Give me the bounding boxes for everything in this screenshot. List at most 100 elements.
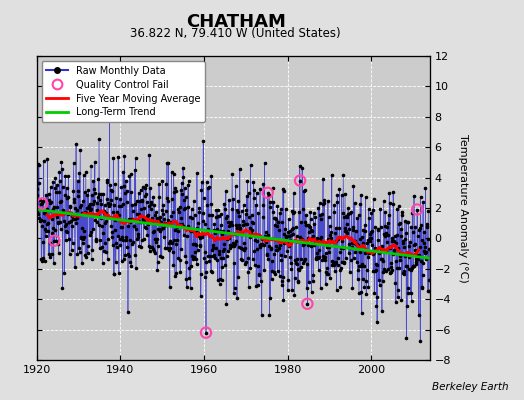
Point [347,244,355,251]
Point [184,182,192,188]
Point [380,266,389,272]
Point [139,183,147,190]
Point [368,228,376,234]
Point [147,215,156,222]
Point [330,202,339,208]
Point [189,240,197,247]
Point [372,267,380,274]
Point [309,233,317,239]
Point [399,240,407,247]
Point [81,252,89,258]
Point [294,265,302,272]
Point [381,223,390,229]
Point [287,260,295,267]
Point [388,238,396,244]
Point [180,196,188,203]
Point [242,259,250,265]
Point [145,242,153,249]
Point [59,183,67,190]
Point [78,224,86,231]
Point [173,222,181,229]
Point [299,260,308,266]
Point [112,259,120,266]
Point [200,231,208,237]
Point [345,241,353,247]
Point [366,238,374,244]
Point [253,189,261,196]
Point [289,210,298,216]
Text: CHATHAM: CHATHAM [186,13,286,31]
Point [275,272,283,279]
Point [238,256,246,263]
Point [203,185,212,191]
Point [181,252,189,259]
Point [154,243,162,249]
Point [234,274,242,280]
Point [265,242,273,249]
Point [103,177,111,183]
Point [296,234,304,240]
Point [236,224,245,231]
Point [144,212,152,218]
Point [63,194,72,200]
Point [255,271,263,278]
Point [325,249,333,255]
Point [368,250,377,257]
Point [406,290,414,296]
Point [355,236,364,242]
Point [188,206,196,212]
Point [265,192,273,198]
Point [359,240,368,246]
Point [366,231,375,238]
Point [110,271,118,277]
Point [260,160,269,167]
Point [341,191,349,198]
Point [270,251,278,257]
Point [279,188,288,194]
Point [86,207,94,213]
Point [222,253,231,259]
Point [104,256,112,262]
Point [61,228,70,234]
Point [230,242,238,249]
Point [135,190,143,196]
Point [95,237,104,243]
Point [228,170,236,177]
Point [396,256,405,263]
Point [304,278,313,285]
Point [108,234,116,240]
Point [235,222,243,228]
Point [136,198,144,204]
Point [143,198,151,205]
Point [52,189,60,195]
Point [104,236,112,242]
Point [138,196,146,203]
Point [385,244,393,251]
Point [421,185,430,192]
Point [334,234,343,240]
Point [56,199,64,205]
Point [148,246,157,252]
Point [268,258,276,264]
Point [249,220,257,226]
Point [74,245,83,251]
Point [190,198,198,205]
Point [134,218,142,224]
Point [235,213,244,220]
Point [75,204,84,210]
Point [66,204,74,210]
Point [50,204,58,210]
Point [126,258,134,265]
Point [356,262,365,269]
Point [87,163,95,169]
Point [197,187,205,194]
Point [225,223,234,229]
Point [308,234,316,241]
Point [239,218,247,224]
Point [281,205,290,212]
Point [179,222,187,229]
Point [310,242,318,248]
Point [36,218,45,224]
Point [210,252,218,259]
Point [333,192,342,198]
